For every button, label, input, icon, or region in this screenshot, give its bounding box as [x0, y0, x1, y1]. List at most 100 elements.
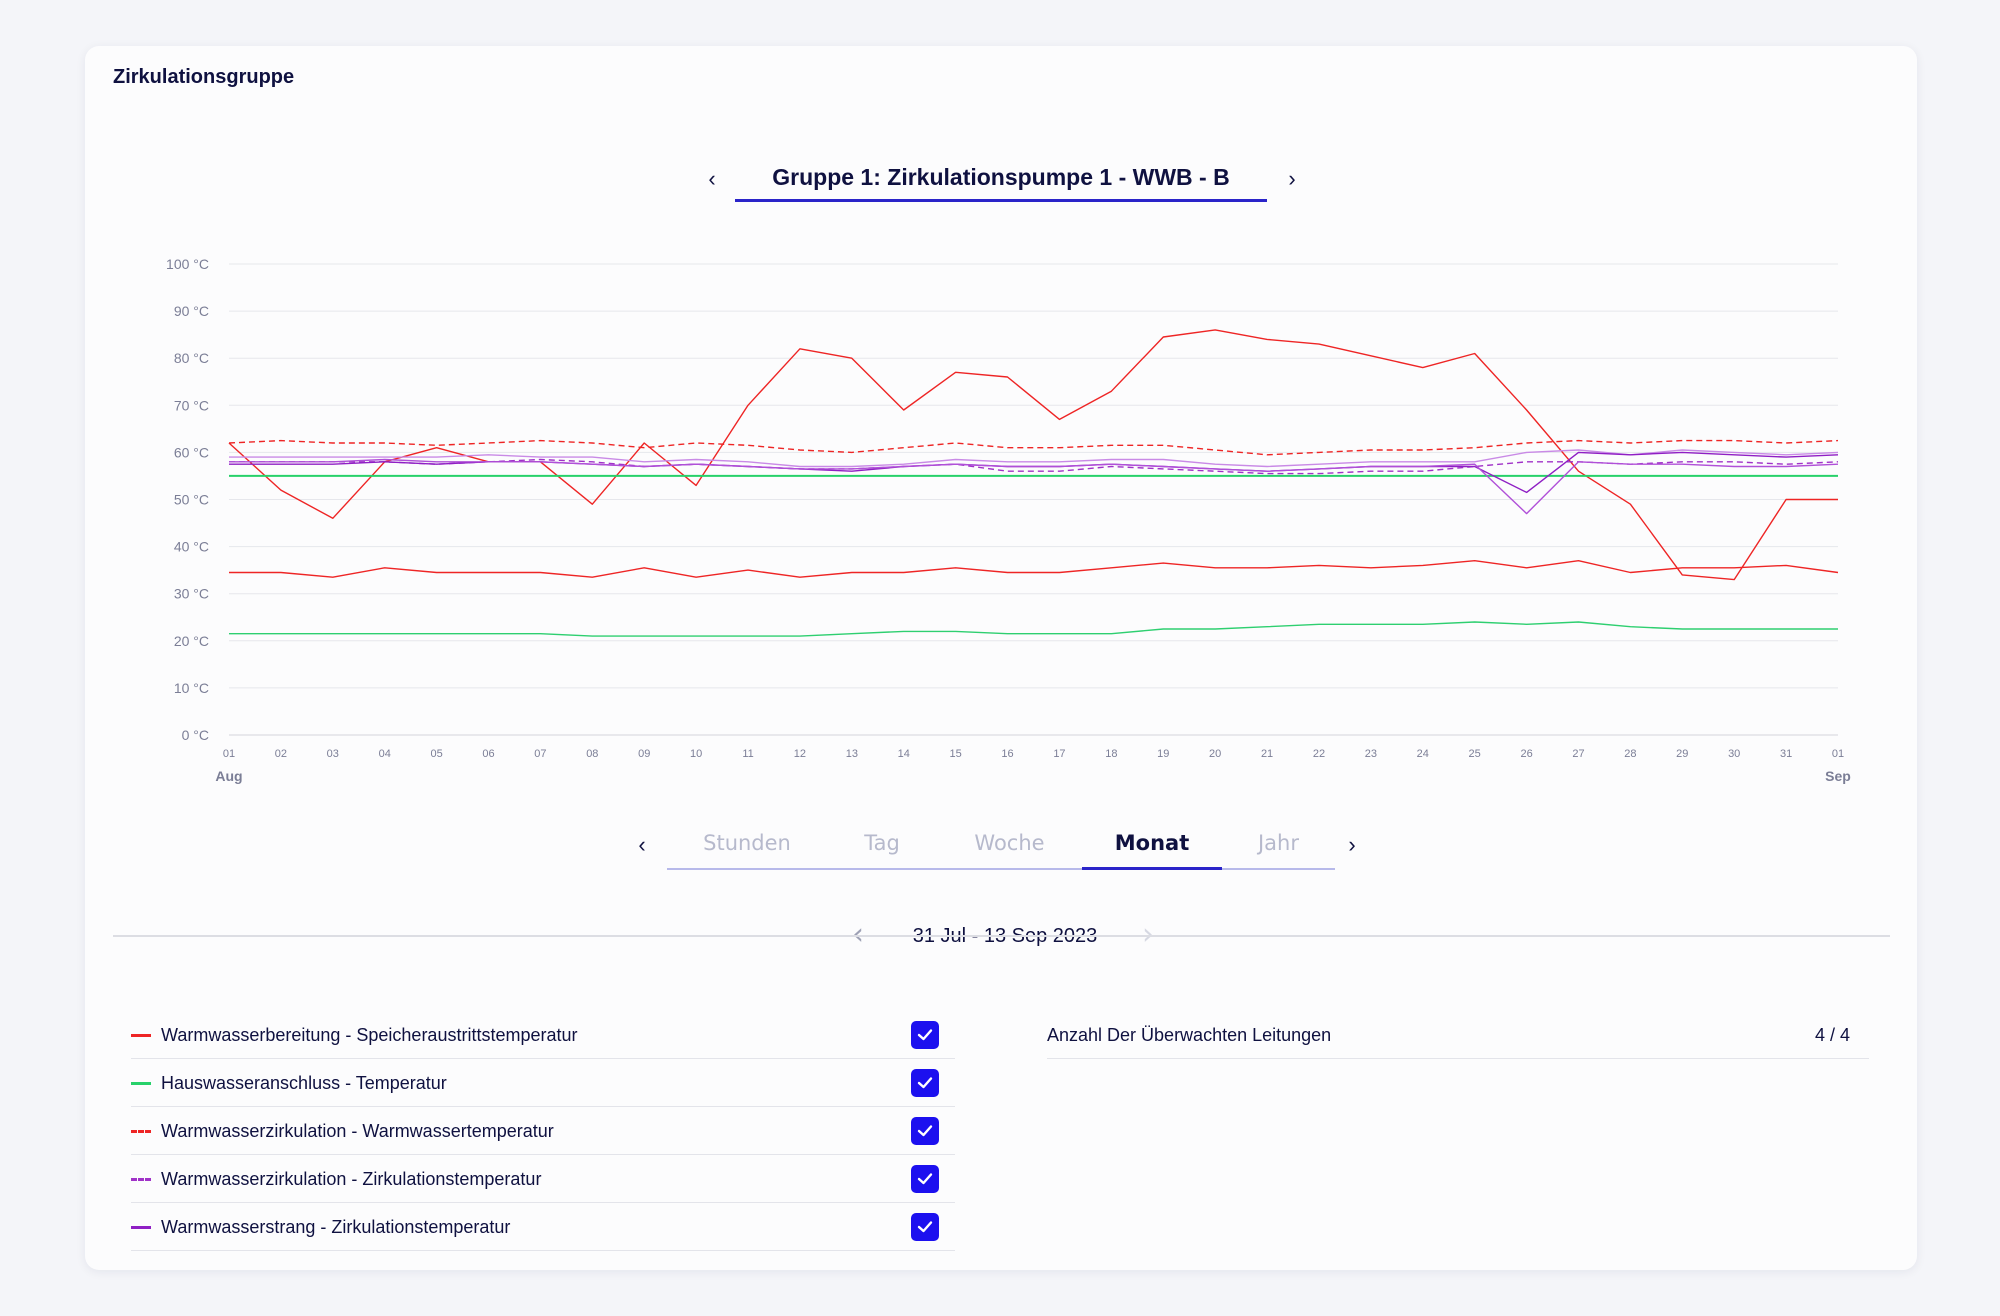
x-tick-label: 25: [1469, 748, 1481, 760]
x-tick-label: 31: [1780, 748, 1792, 760]
group-name-tab[interactable]: Gruppe 1: Zirkulationspumpe 1 - WWB - B: [735, 160, 1267, 202]
x-tick-label: 03: [327, 748, 339, 760]
legend-swatch: [131, 1130, 151, 1133]
x-tick-label: 01: [1832, 748, 1844, 760]
x-tick-label: 02: [275, 748, 287, 760]
x-tick-label: 05: [430, 748, 442, 760]
y-tick-label: 60 °C: [174, 444, 209, 460]
x-tick-label: 26: [1520, 748, 1532, 760]
x-tick-label: 28: [1624, 748, 1636, 760]
chart-canvas: 0 °C 10 °C 20 °C 30 °C 40 °C 50 °C 60 °C 70 °C 8…: [166, 256, 1851, 784]
series-line-8: [229, 458, 1839, 515]
series-line-7: [229, 451, 1839, 494]
group-selector: ‹ Gruppe 1: Zirkulationspumpe 1 - WWB - …: [700, 138, 1370, 208]
x-tick-label: 14: [898, 748, 910, 760]
period-next-chevron-right-icon[interactable]: ›: [1348, 832, 1356, 857]
group-next-chevron-right-icon[interactable]: ›: [1288, 166, 1296, 191]
x-tick-label: 12: [794, 748, 806, 760]
card-title: Zirkulationsgruppe: [113, 66, 295, 88]
y-tick-label: 90 °C: [174, 303, 209, 319]
legend-swatch: [131, 1034, 151, 1037]
tab-jahr[interactable]: Jahr: [1257, 831, 1299, 855]
checkmark-icon: [917, 1221, 933, 1233]
legend-swatch: [131, 1178, 151, 1181]
x-tick-label: 04: [379, 748, 391, 760]
y-tick-label: 30 °C: [174, 586, 209, 602]
x-tick-label: 07: [534, 748, 546, 760]
x-tick-label: 20: [1209, 748, 1221, 760]
x-tick-label: 29: [1676, 748, 1688, 760]
monitored-lines-row: Anzahl Der Überwachten Leitungen 4 / 4: [1047, 1011, 1869, 1059]
monitored-lines-label: Anzahl Der Überwachten Leitungen: [1047, 1025, 1332, 1045]
legend-label: Warmwasserbereitung - Speicheraustrittst…: [161, 1025, 578, 1045]
x-tick-label: 08: [586, 748, 598, 760]
x-month-label: Sep: [1825, 768, 1851, 784]
period-tab-row: Stunden Tag Woche Monat Jahr: [667, 826, 1335, 870]
monitored-lines-value: 4 / 4: [1814, 1025, 1850, 1045]
series-line-0: [228, 329, 1838, 581]
legend-row: Warmwasserstrang - Zirkulationstemperatu…: [131, 1203, 955, 1251]
y-tick-label: 0 °C: [182, 727, 209, 743]
series-line-4: [228, 439, 1839, 456]
section-divider: [113, 935, 1890, 937]
y-tick-label: 100 °C: [166, 256, 209, 272]
y-tick-label: 50 °C: [174, 492, 209, 508]
legend-label: Hauswasseranschluss - Temperatur: [161, 1073, 447, 1093]
checkmark-icon: [917, 1173, 933, 1185]
x-tick-label: 11: [742, 748, 753, 760]
legend-swatch: [131, 1226, 151, 1229]
series-line-3: [229, 621, 1838, 637]
legend-row: Warmwasserbereitung - Speicheraustrittst…: [131, 1011, 955, 1059]
legend-checkbox[interactable]: [911, 1069, 939, 1097]
tab-stunden[interactable]: Stunden: [703, 831, 791, 855]
legend-label: Warmwasserzirkulation - Zirkulationstemp…: [161, 1169, 542, 1189]
series-line-1: [229, 560, 1839, 578]
x-tick-label: 15: [950, 748, 962, 760]
x-tick-label: 16: [1001, 748, 1013, 760]
legend-label: Warmwasserstrang - Zirkulationstemperatu…: [161, 1217, 511, 1237]
date-next-chevron-right-icon[interactable]: ›: [1142, 917, 1154, 952]
checkmark-icon: [917, 1029, 933, 1041]
y-tick-label: 20 °C: [174, 633, 209, 649]
x-tick-label: 19: [1157, 748, 1169, 760]
x-month-label: Aug: [215, 768, 242, 784]
checkmark-icon: [917, 1077, 933, 1089]
x-tick-label: 09: [638, 748, 650, 760]
x-tick-label: 27: [1572, 748, 1584, 760]
legend-checkbox[interactable]: [911, 1117, 939, 1145]
x-tick-label: 13: [846, 748, 858, 760]
legend-swatch: [131, 1082, 151, 1085]
period-prev-chevron-left-icon[interactable]: ‹: [638, 832, 646, 857]
y-tick-label: 70 °C: [174, 397, 209, 413]
zirkulationsgruppe-card: Zirkulationsgruppe 0 °C 10 °C 20 °C 30 °C 40…: [85, 46, 1917, 1270]
x-tick-label: 24: [1417, 748, 1429, 760]
x-tick-label: 21: [1261, 748, 1273, 760]
series-line-5: [229, 458, 1839, 475]
tab-tag[interactable]: Tag: [864, 831, 900, 855]
legend-checkbox[interactable]: [911, 1213, 939, 1241]
x-tick-label: 23: [1365, 748, 1377, 760]
x-tick-label: 06: [482, 748, 494, 760]
tab-monat[interactable]: Monat: [1082, 826, 1222, 870]
legend-row: Warmwasserzirkulation - Warmwassertemper…: [131, 1107, 955, 1155]
series-legend-list: Warmwasserbereitung - Speicheraustrittst…: [131, 1011, 955, 1251]
temperature-chart: 0 °C 10 °C 20 °C 30 °C 40 °C 50 °C 60 °C 70 °C 8…: [85, 46, 1917, 806]
date-prev-chevron-left-icon[interactable]: ‹: [852, 917, 864, 952]
y-tick-label: 10 °C: [174, 680, 209, 696]
x-tick-label: 18: [1105, 748, 1117, 760]
group-prev-chevron-left-icon[interactable]: ‹: [708, 166, 716, 191]
x-tick-label: 10: [690, 748, 702, 760]
legend-row: Hauswasseranschluss - Temperatur: [131, 1059, 955, 1107]
checkmark-icon: [917, 1125, 933, 1137]
x-tick-label: 22: [1313, 748, 1325, 760]
tab-woche[interactable]: Woche: [974, 831, 1045, 855]
x-tick-label: 17: [1053, 748, 1065, 760]
legend-row: Warmwasserzirkulation - Zirkulationstemp…: [131, 1155, 955, 1203]
y-tick-label: 80 °C: [174, 350, 209, 366]
legend-checkbox[interactable]: [911, 1021, 939, 1049]
y-tick-label: 40 °C: [174, 539, 209, 555]
series-line-6: [229, 449, 1839, 468]
x-tick-label: 01: [223, 748, 235, 760]
legend-checkbox[interactable]: [911, 1165, 939, 1193]
x-tick-label: 30: [1728, 748, 1740, 760]
